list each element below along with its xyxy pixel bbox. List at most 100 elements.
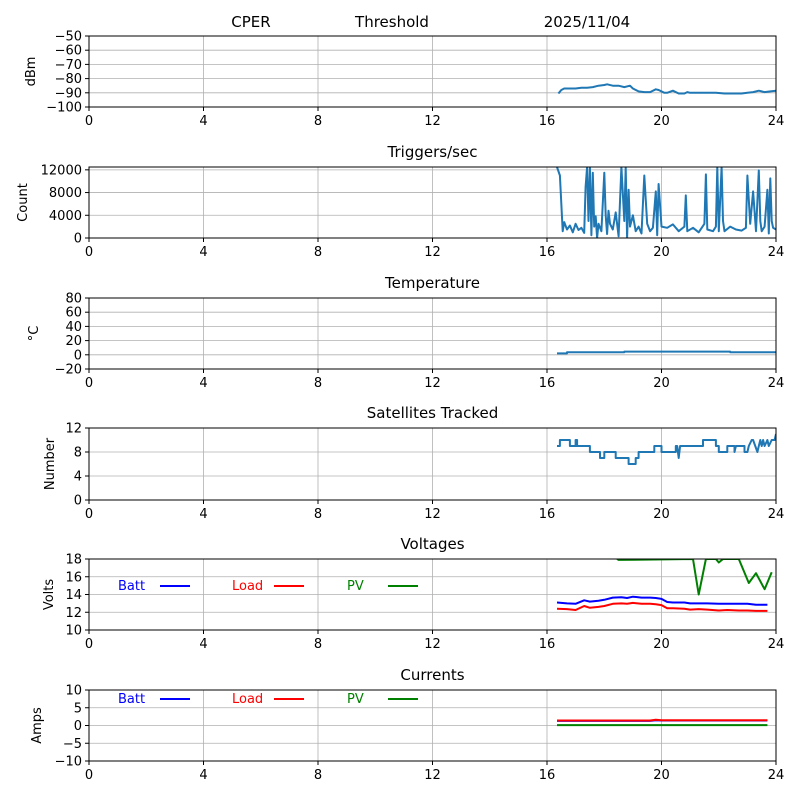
legend-label-batt: Batt bbox=[118, 579, 145, 594]
y-tick-label: −80 bbox=[55, 72, 82, 87]
legend-label-pv: PV bbox=[347, 692, 364, 707]
y-tick-label: 8 bbox=[74, 446, 82, 461]
header-station: CPER bbox=[231, 13, 270, 31]
series-line-temperature bbox=[557, 350, 776, 355]
x-tick-label: 8 bbox=[314, 768, 322, 783]
y-tick-label: −70 bbox=[55, 58, 82, 73]
series-line-load bbox=[557, 718, 768, 722]
y-tick-label: 5 bbox=[74, 701, 82, 716]
x-tick-label: 12 bbox=[424, 507, 441, 522]
x-tick-label: 20 bbox=[653, 376, 670, 391]
x-tick-label: 0 bbox=[85, 114, 93, 129]
x-tick-label: 24 bbox=[768, 376, 785, 391]
x-tick-label: 24 bbox=[768, 637, 785, 652]
series-line-signal bbox=[557, 83, 776, 95]
x-tick-label: 20 bbox=[653, 114, 670, 129]
x-tick-label: 16 bbox=[539, 768, 556, 783]
x-tick-label: 12 bbox=[424, 768, 441, 783]
y-axis-label: °C bbox=[27, 326, 42, 342]
x-tick-label: 8 bbox=[314, 114, 322, 129]
x-tick-label: 4 bbox=[199, 114, 207, 129]
x-tick-label: 20 bbox=[653, 507, 670, 522]
x-tick-label: 16 bbox=[539, 637, 556, 652]
header-date: 2025/11/04 bbox=[544, 13, 630, 31]
y-tick-label: 4000 bbox=[49, 209, 82, 224]
y-tick-label: −10 bbox=[55, 755, 82, 770]
series-line-satellites bbox=[557, 433, 776, 465]
x-tick-label: 0 bbox=[85, 376, 93, 391]
panel-title: Voltages bbox=[400, 535, 464, 553]
x-tick-label: 24 bbox=[768, 114, 785, 129]
panel-satellites: 0 4 8 12 16 20 24 0 4 8 12 Satellites Tracked Number bbox=[43, 404, 784, 522]
legend: Batt Load PV bbox=[118, 579, 418, 594]
y-tick-label: −20 bbox=[55, 363, 82, 378]
x-tick-label: 0 bbox=[85, 507, 93, 522]
y-tick-label: 12 bbox=[65, 606, 82, 621]
x-tick-label: 24 bbox=[768, 507, 785, 522]
y-tick-label: 0 bbox=[74, 494, 82, 509]
series-group bbox=[557, 433, 776, 465]
legend-label-batt: Batt bbox=[118, 692, 145, 707]
y-tick-label: −50 bbox=[55, 30, 82, 45]
y-tick-label: −90 bbox=[55, 86, 82, 101]
x-tick-label: 8 bbox=[314, 376, 322, 391]
y-axis-label: dBm bbox=[24, 57, 39, 87]
x-tick-label: 24 bbox=[768, 768, 785, 783]
y-axis-label: Amps bbox=[30, 707, 45, 744]
y-axis-label: Volts bbox=[42, 579, 57, 611]
y-tick-label: 60 bbox=[65, 306, 82, 321]
x-tick-label: 4 bbox=[199, 637, 207, 652]
legend-label-load: Load bbox=[232, 692, 263, 707]
panel-voltages: 0 4 8 12 16 20 24 10 12 14 16 18 Voltages Volts Batt Lo… bbox=[42, 535, 784, 652]
y-tick-label: 80 bbox=[65, 292, 82, 307]
panel-triggers: 0 4 8 12 16 20 24 0 4000 8000 12000 Triggers/sec Cou… bbox=[16, 143, 784, 260]
series-group bbox=[557, 83, 776, 95]
panel-title: Satellites Tracked bbox=[367, 404, 498, 422]
panel-title: Currents bbox=[400, 666, 464, 684]
y-tick-label: 0 bbox=[74, 719, 82, 734]
series-group bbox=[556, 559, 773, 612]
y-tick-label: 0 bbox=[74, 232, 82, 247]
series-group bbox=[557, 350, 776, 355]
y-tick-label: 8000 bbox=[49, 186, 82, 201]
y-tick-label: 0 bbox=[74, 348, 82, 363]
x-tick-label: 8 bbox=[314, 637, 322, 652]
series-group bbox=[556, 167, 776, 238]
series-line-triggers bbox=[556, 167, 776, 238]
y-tick-label: 14 bbox=[65, 588, 82, 603]
panel-signal: 0 4 8 12 16 20 24 −100−90−80−70−60−50 dBm bbox=[24, 30, 784, 130]
legend-label-pv: PV bbox=[347, 579, 364, 594]
x-tick-label: 0 bbox=[85, 637, 93, 652]
x-tick-label: 24 bbox=[768, 245, 785, 260]
x-tick-label: 4 bbox=[199, 507, 207, 522]
y-axis-label: Count bbox=[16, 183, 31, 222]
y-tick-label: −60 bbox=[55, 44, 82, 59]
y-tick-label: −5 bbox=[63, 737, 82, 752]
series-line-batt bbox=[556, 595, 768, 606]
series-group bbox=[557, 718, 768, 727]
y-axis-label: Number bbox=[43, 437, 58, 490]
y-tick-label: −100 bbox=[46, 101, 82, 116]
legend-label-load: Load bbox=[232, 579, 263, 594]
x-tick-label: 4 bbox=[199, 245, 207, 260]
series-line-load bbox=[556, 601, 768, 612]
y-tick-label: 12 bbox=[65, 422, 82, 437]
x-tick-label: 12 bbox=[424, 376, 441, 391]
header-mode: Threshold bbox=[354, 13, 429, 31]
series-line-pv bbox=[616, 559, 773, 596]
y-tick-label: 40 bbox=[65, 320, 82, 335]
x-tick-label: 20 bbox=[653, 245, 670, 260]
panel-title: Triggers/sec bbox=[387, 143, 478, 161]
y-tick-label: 20 bbox=[65, 334, 82, 349]
panel-title: Temperature bbox=[384, 274, 480, 292]
x-tick-label: 16 bbox=[539, 114, 556, 129]
x-tick-label: 12 bbox=[424, 637, 441, 652]
x-tick-label: 12 bbox=[424, 245, 441, 260]
x-tick-label: 16 bbox=[539, 507, 556, 522]
x-tick-label: 20 bbox=[653, 637, 670, 652]
x-tick-label: 16 bbox=[539, 376, 556, 391]
x-tick-label: 8 bbox=[314, 507, 322, 522]
